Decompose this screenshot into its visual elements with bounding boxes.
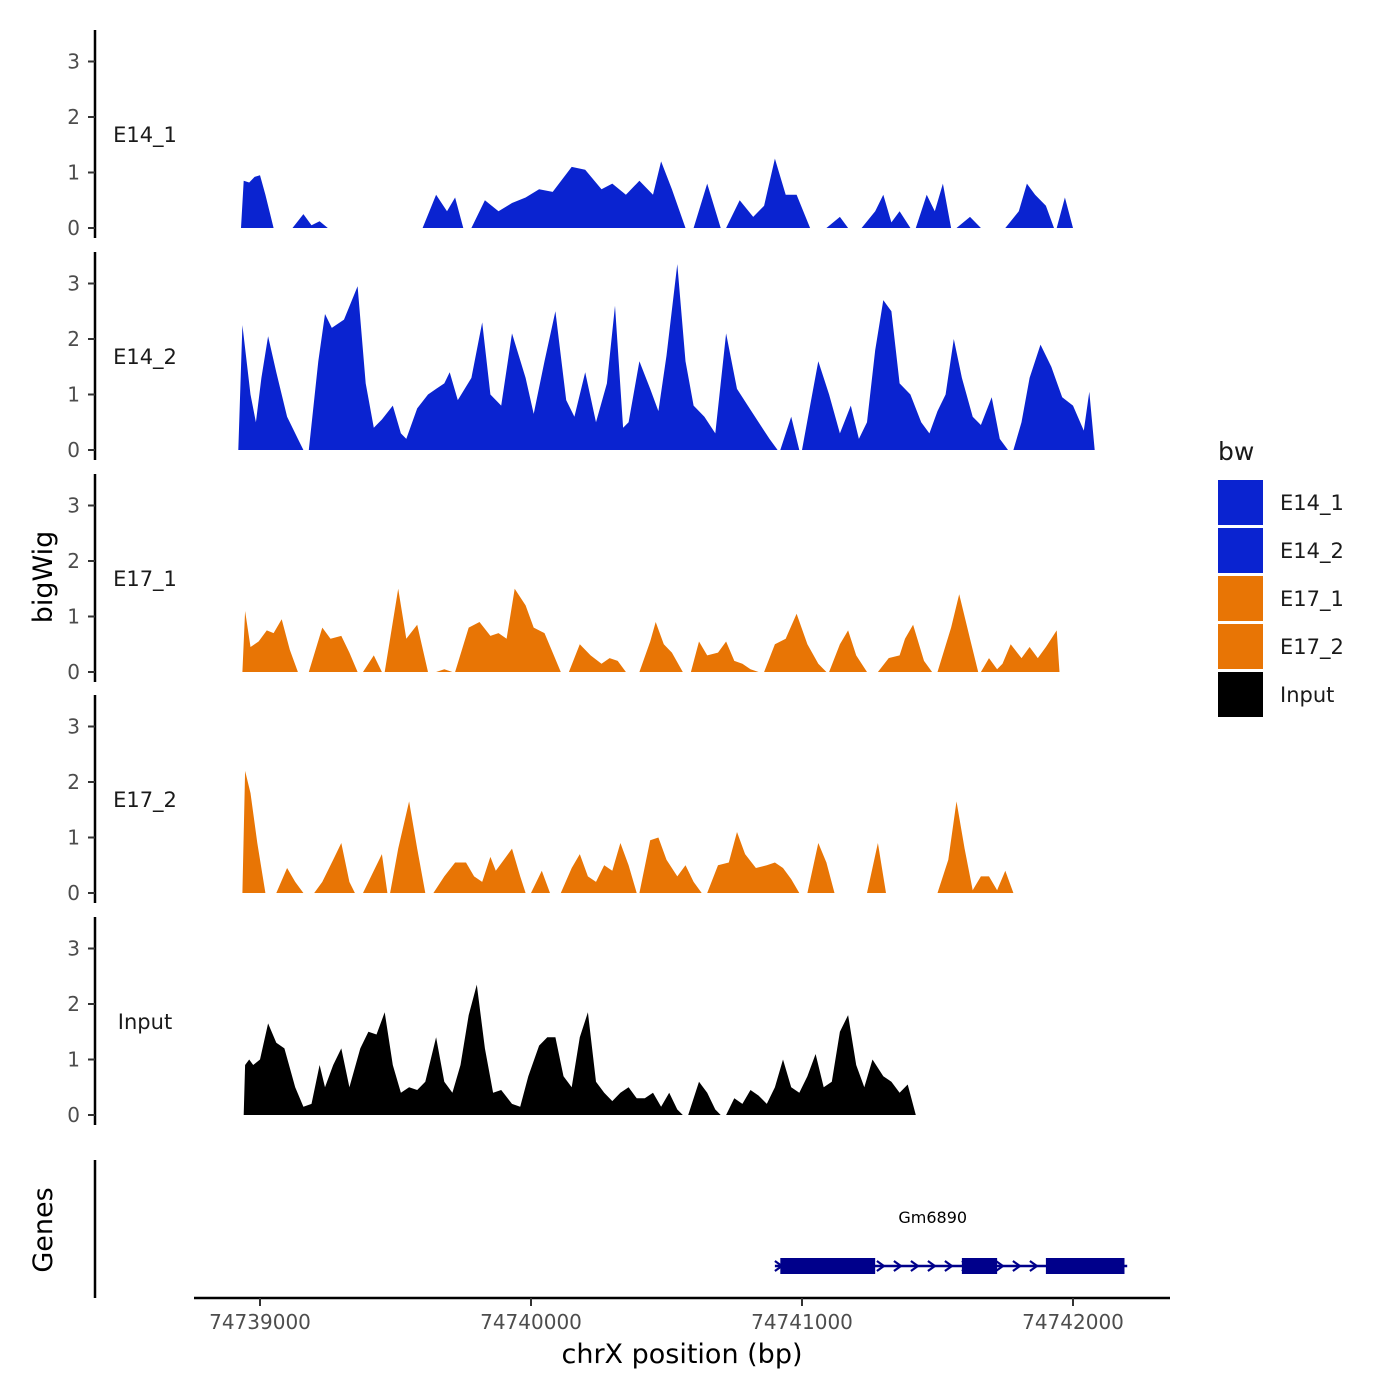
area-E14_1 — [241, 158, 1073, 228]
x-axis-title: chrX position (bp) — [561, 1339, 802, 1370]
y-tick-label: 2 — [67, 549, 80, 573]
y-tick-label: 0 — [67, 881, 80, 905]
y-tick-label: 0 — [67, 660, 80, 684]
legend-label-E14_1: E14_1 — [1280, 491, 1344, 516]
y-tick-label: 2 — [67, 770, 80, 794]
y-tick-label: 0 — [67, 1103, 80, 1127]
track-E14_2: 0 1 2 3 E14_2 — [67, 252, 1095, 462]
track-E17_2: 0 1 2 3 E17_2 — [67, 695, 1014, 905]
track-Input: 0 1 2 3 Input — [67, 917, 916, 1127]
gene-Gm6890: Gm6890 — [774, 1208, 1128, 1274]
gene-exon — [780, 1258, 876, 1274]
strand-arrow — [995, 1260, 1005, 1272]
y-axis-title: bigWig — [28, 531, 59, 624]
area-E17_2 — [242, 770, 1014, 893]
x-tick-label: 74740000 — [480, 1310, 582, 1334]
gene-exon — [961, 1258, 998, 1274]
x-axis: 74739000 74740000 74741000 74742000 — [194, 1296, 1170, 1334]
y-tick-label: 1 — [67, 161, 80, 185]
y-tick-label: 3 — [67, 494, 80, 518]
legend-swatch-E14_1 — [1218, 480, 1263, 525]
area-E17_1 — [242, 588, 1060, 672]
legend-swatch-E17_1 — [1218, 576, 1263, 621]
y-tick-label: 1 — [67, 826, 80, 850]
y-tick-label: 0 — [67, 438, 80, 462]
legend-swatch-Input — [1218, 672, 1263, 717]
y-tick-label: 3 — [67, 715, 80, 739]
legend-swatch-E14_2 — [1218, 528, 1263, 573]
signal-tracks: 0 1 2 3 E14_1 0 1 2 3 E14_2 0 1 2 3 E17_1 0 1 2 3 E17_2 0 1 2 3… — [67, 30, 1095, 1127]
gene-exon — [1045, 1258, 1125, 1274]
x-tick-label: 74741000 — [751, 1310, 853, 1334]
gene-label: Gm6890 — [898, 1208, 967, 1227]
strand-arrow — [910, 1260, 920, 1272]
track-label: E14_1 — [113, 123, 177, 148]
strand-arrow — [1029, 1260, 1039, 1272]
genes-axis-title: Genes — [28, 1187, 59, 1272]
y-tick-label: 3 — [67, 50, 80, 74]
legend-swatch-E17_2 — [1218, 624, 1263, 669]
y-tick-label: 2 — [67, 105, 80, 129]
legend-label-E17_2: E17_2 — [1280, 635, 1344, 660]
area-Input — [243, 984, 916, 1115]
strand-arrow — [876, 1260, 886, 1272]
track-label: Input — [118, 1010, 172, 1034]
y-tick-label: 1 — [67, 1048, 80, 1072]
track-label: E14_2 — [113, 345, 177, 370]
y-tick-label: 2 — [67, 992, 80, 1016]
x-tick-label: 74739000 — [209, 1310, 311, 1334]
y-tick-label: 3 — [67, 272, 80, 296]
y-tick-label: 2 — [67, 327, 80, 351]
legend: bw E14_1 E14_2 E17_1 E17_2 Input — [1218, 437, 1344, 717]
y-tick-label: 1 — [67, 605, 80, 629]
track-E14_1: 0 1 2 3 E14_1 — [67, 30, 1073, 240]
y-tick-label: 0 — [67, 216, 80, 240]
track-E17_1: 0 1 2 3 E17_1 — [67, 474, 1060, 684]
genes-track: Gm6890 — [93, 1160, 1128, 1298]
track-label: E17_2 — [113, 788, 177, 813]
strand-arrow — [1012, 1260, 1022, 1272]
strand-arrow — [944, 1260, 954, 1272]
track-label: E17_1 — [113, 567, 177, 592]
x-tick-label: 74742000 — [1022, 1310, 1124, 1334]
strand-arrow — [927, 1260, 937, 1272]
y-tick-label: 3 — [67, 937, 80, 961]
legend-title: bw — [1218, 437, 1254, 466]
legend-label-E14_2: E14_2 — [1280, 539, 1344, 564]
y-tick-label: 1 — [67, 383, 80, 407]
area-E14_2 — [238, 264, 1095, 450]
legend-label-Input: Input — [1280, 683, 1334, 707]
legend-label-E17_1: E17_1 — [1280, 587, 1344, 612]
strand-arrow — [893, 1260, 903, 1272]
